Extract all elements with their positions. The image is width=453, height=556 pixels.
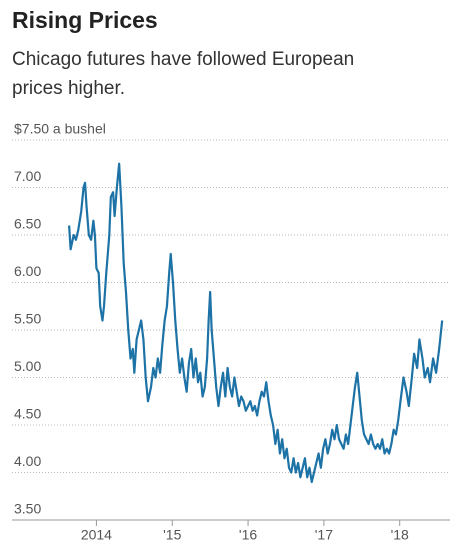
x-tick-label: '17 [315,527,333,543]
x-tick-label: '18 [391,527,409,543]
y-tick-label: 4.00 [14,453,41,469]
y-tick-label: 6.00 [14,263,41,279]
y-tick-label: 6.50 [14,216,41,232]
chart-subtitle: prices higher. [12,78,125,99]
chart-subtitle: Chicago futures have followed European [12,49,354,70]
y-tick-label: 3.50 [14,501,41,517]
y-tick-label: 5.50 [14,311,41,327]
y-tick-label: $7.50 a bushel [14,121,106,137]
price-line [68,162,444,484]
y-tick-label: 7.00 [14,168,41,184]
x-tick-label: '15 [163,527,181,543]
chart-title: Rising Prices [12,7,158,33]
y-tick-label: 5.00 [14,358,41,374]
y-tick-label: 4.50 [14,406,41,422]
x-tick-label: '16 [239,527,257,543]
x-tick-label: 2014 [81,527,112,543]
